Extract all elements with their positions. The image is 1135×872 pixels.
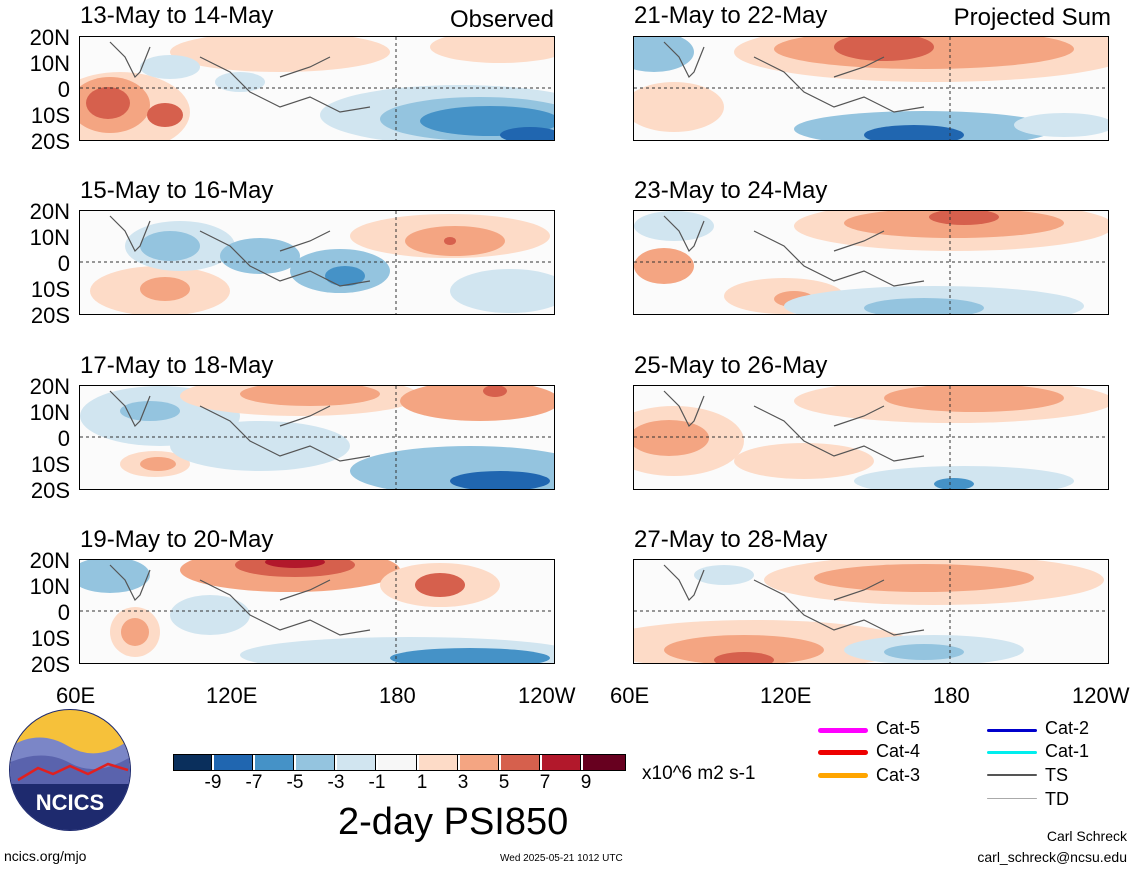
panel-title-1: 13-May to 14-May	[80, 2, 274, 29]
lat-label-10n: 10N	[29, 225, 70, 250]
map-panel-3	[79, 385, 555, 490]
colorbar-cell	[542, 754, 581, 771]
lon-label-180: 180	[379, 683, 416, 708]
lon-label-180: 180	[933, 683, 970, 708]
colorbar-tick: -1	[368, 772, 386, 793]
colorbar-cell	[173, 754, 212, 771]
legend-swatch-cat4	[818, 750, 868, 755]
anomaly-map-6	[634, 211, 1108, 314]
lat-label-eq: 0	[57, 600, 70, 625]
lat-label-10n: 10N	[29, 574, 70, 599]
lon-label-120e: 120E	[206, 683, 258, 708]
colorbar-cell	[255, 754, 294, 771]
colorbar-cell	[296, 754, 335, 771]
colorbar-tick: -9	[204, 772, 222, 793]
colorbar-tick: 3	[457, 772, 469, 793]
legend-swatch-cat5	[818, 728, 868, 733]
legend-swatch-cat1	[987, 751, 1037, 754]
figure-title: 2-day PSI850	[338, 801, 569, 843]
panel-title-3: 17-May to 18-May	[80, 352, 274, 379]
lon-label-60e: 60E	[56, 683, 96, 708]
lat-label-20n: 20N	[29, 374, 70, 399]
colorbar-tick: -3	[327, 772, 345, 793]
colorbar-tick: 7	[539, 772, 551, 793]
legend-label-cat3: Cat-3	[876, 765, 921, 785]
logo-text: NCICS	[36, 790, 104, 815]
map-panel-8	[633, 559, 1109, 664]
lat-label-10s: 10S	[30, 277, 70, 302]
legend-label-cat2: Cat-2	[1045, 718, 1090, 738]
colorbar-tick: -7	[245, 772, 263, 793]
ncics-logo: NCICS	[9, 709, 131, 831]
colorbar-tick: 9	[580, 772, 592, 793]
anomaly-map-2	[80, 211, 554, 314]
panel-tag-projected: Projected Sum	[953, 4, 1111, 31]
panel-title-7: 25-May to 26-May	[634, 352, 828, 379]
lat-label-10s: 10S	[30, 626, 70, 651]
anomaly-map-8	[634, 560, 1108, 663]
colorbar-cell	[501, 754, 540, 771]
lat-label-10n: 10N	[29, 51, 70, 76]
colorbar-tick: 5	[498, 772, 510, 793]
lat-label-10s: 10S	[30, 452, 70, 477]
legend-label-cat1: Cat-1	[1045, 741, 1090, 761]
map-panel-5	[633, 36, 1109, 141]
legend-swatch-ts	[987, 774, 1037, 776]
footer-email[interactable]: carl_schreck@ncsu.edu	[977, 849, 1127, 865]
footer-author: Carl Schreck	[1046, 828, 1127, 844]
lon-label-60e: 60E	[610, 683, 650, 708]
lon-label-120e: 120E	[760, 683, 812, 708]
lat-label-20n: 20N	[29, 548, 70, 573]
map-panel-6	[633, 210, 1109, 315]
legend-label-ts: TS	[1045, 765, 1069, 785]
legend-swatch-cat3	[818, 773, 868, 778]
lat-label-20s: 20S	[30, 478, 70, 503]
lat-label-20s: 20S	[30, 303, 70, 328]
panel-title-6: 23-May to 24-May	[634, 177, 828, 204]
colorbar-cell	[460, 754, 499, 771]
map-panel-2	[79, 210, 555, 315]
colorbar-frame	[173, 754, 626, 771]
colorbar-cell	[378, 754, 417, 771]
legend-label-td: TD	[1045, 789, 1069, 809]
map-panel-1	[79, 36, 555, 141]
anomaly-map-5	[634, 37, 1108, 140]
legend-swatch-cat2	[987, 729, 1037, 732]
colorbar-cell	[214, 754, 253, 771]
panel-title-2: 15-May to 16-May	[80, 177, 274, 204]
lat-label-eq: 0	[57, 426, 70, 451]
colorbar-cell	[419, 754, 458, 771]
anomaly-map-3	[80, 386, 554, 489]
panel-title-5: 21-May to 22-May	[634, 2, 828, 29]
anomaly-map-7	[634, 386, 1108, 489]
lon-label-120w: 120W	[1072, 683, 1130, 708]
legend-label-cat4: Cat-4	[876, 741, 921, 761]
legend-label-cat5: Cat-5	[876, 718, 921, 738]
lon-label-120w: 120W	[518, 683, 576, 708]
footer-timestamp: Wed 2025-05-21 1012 UTC	[500, 853, 623, 864]
lat-label-20n: 20N	[29, 199, 70, 224]
footer-url[interactable]: ncics.org/mjo	[4, 848, 87, 864]
lat-label-10n: 10N	[29, 400, 70, 425]
lat-label-eq: 0	[57, 251, 70, 276]
anomaly-map-4	[80, 560, 554, 663]
lat-label-eq: 0	[57, 77, 70, 102]
colorbar-tick: -5	[286, 772, 304, 793]
colorbar-cell	[337, 754, 376, 771]
map-panel-4	[79, 559, 555, 664]
lat-label-10s: 10S	[30, 103, 70, 128]
colorbar-units: x10^6 m2 s-1	[642, 763, 756, 784]
lat-label-20s: 20S	[30, 652, 70, 677]
legend-swatch-td	[987, 798, 1037, 799]
lat-label-20s: 20S	[30, 129, 70, 154]
map-panel-7	[633, 385, 1109, 490]
panel-tag-observed: Observed	[449, 6, 554, 33]
colorbar-tick: 1	[416, 772, 428, 793]
anomaly-map-1	[80, 37, 554, 140]
lat-label-20n: 20N	[29, 25, 70, 50]
panel-title-4: 19-May to 20-May	[80, 526, 274, 553]
panel-title-8: 27-May to 28-May	[634, 526, 828, 553]
